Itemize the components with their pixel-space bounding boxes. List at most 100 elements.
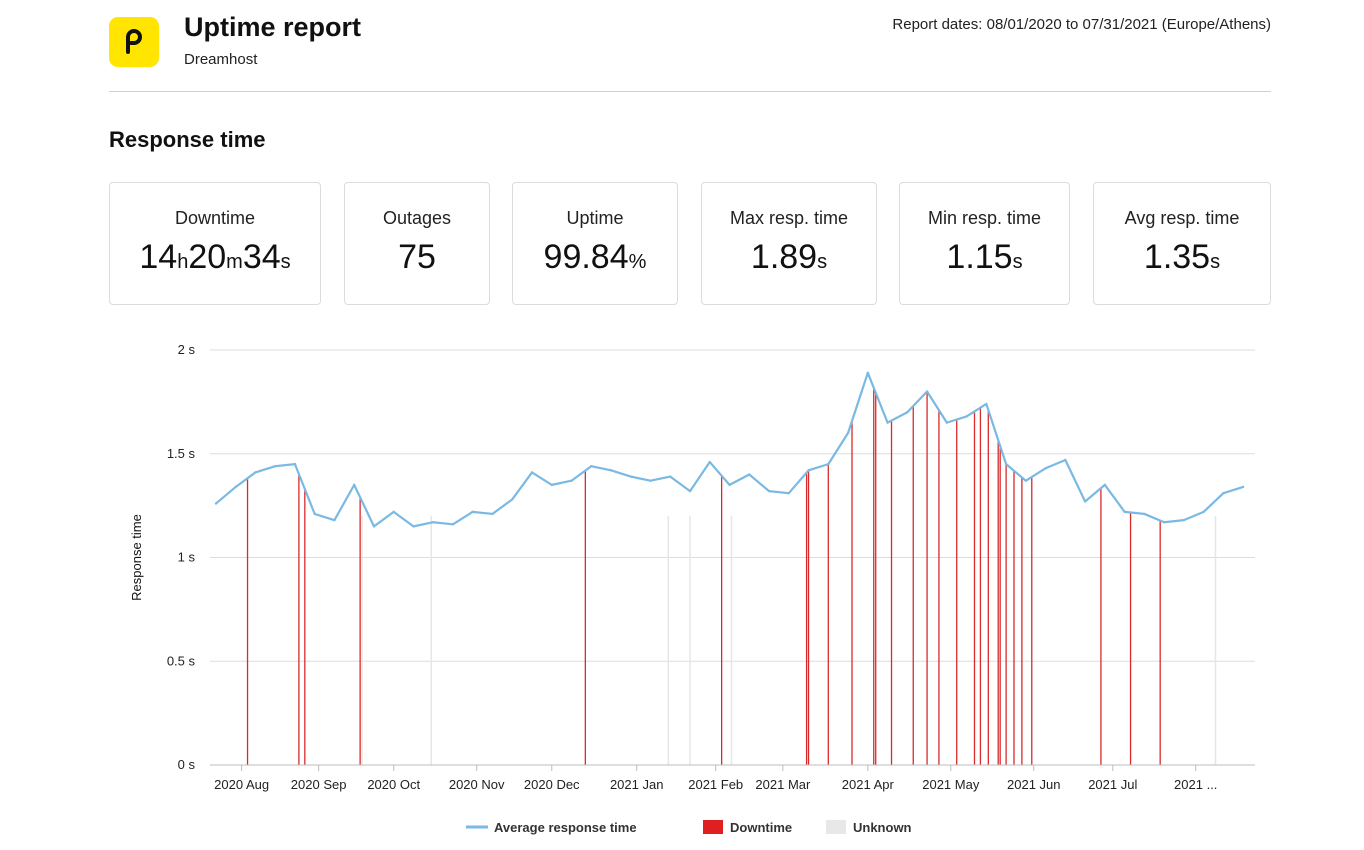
stat-value: 1.89s bbox=[750, 238, 828, 276]
data-point bbox=[550, 483, 553, 487]
stat-card-min-resp: Min resp. time 1.15s bbox=[899, 182, 1070, 305]
x-tick-label: 2021 Jul bbox=[1088, 777, 1137, 792]
data-point bbox=[1182, 518, 1186, 522]
data-point bbox=[787, 491, 790, 495]
data-point bbox=[1123, 510, 1126, 514]
x-tick-label: 2021 ... bbox=[1174, 777, 1217, 792]
legend-swatch-box bbox=[826, 820, 846, 834]
y-tick-label: 1 s bbox=[178, 550, 196, 565]
stat-label: Max resp. time bbox=[729, 208, 849, 228]
data-point bbox=[866, 371, 870, 375]
legend-swatch-box bbox=[703, 820, 723, 834]
y-tick-label: 0 s bbox=[178, 757, 196, 772]
y-tick-label: 2 s bbox=[178, 342, 196, 357]
data-point bbox=[491, 512, 494, 516]
data-point bbox=[708, 460, 711, 464]
data-point bbox=[1103, 483, 1107, 487]
data-point bbox=[1162, 521, 1166, 524]
data-point bbox=[313, 512, 316, 516]
stat-value: 14h20m34s bbox=[139, 238, 291, 276]
section-title: Response time bbox=[109, 127, 266, 152]
data-point bbox=[965, 415, 968, 418]
x-tick-label: 2020 Aug bbox=[214, 777, 269, 792]
data-point bbox=[471, 510, 474, 514]
stat-label: Avg resp. time bbox=[1124, 208, 1240, 228]
stat-label: Min resp. time bbox=[927, 208, 1042, 228]
data-point bbox=[254, 471, 257, 474]
data-point bbox=[1004, 462, 1008, 466]
data-point bbox=[412, 525, 415, 528]
data-point bbox=[925, 390, 929, 393]
data-point bbox=[353, 483, 356, 487]
data-point bbox=[570, 479, 573, 482]
x-tick-label: 2020 Sep bbox=[291, 777, 347, 792]
data-point bbox=[1143, 512, 1146, 516]
data-point bbox=[511, 498, 514, 501]
legend-label: Unknown bbox=[853, 820, 912, 835]
data-point bbox=[846, 431, 850, 435]
data-point bbox=[590, 465, 593, 468]
x-tick-label: 2021 Feb bbox=[688, 777, 743, 792]
data-point bbox=[234, 485, 237, 489]
data-point bbox=[906, 411, 909, 414]
stat-label: Uptime bbox=[566, 208, 624, 228]
data-point bbox=[530, 471, 534, 474]
app-logo bbox=[109, 17, 159, 67]
data-point bbox=[273, 465, 277, 468]
y-axis-label: Response time bbox=[129, 514, 144, 601]
x-tick-label: 2020 Nov bbox=[449, 777, 505, 792]
data-point bbox=[214, 502, 218, 505]
report-dates: Report dates: 08/01/2020 to 07/31/2021 (… bbox=[892, 16, 1271, 33]
report-subtitle: Dreamhost bbox=[184, 51, 258, 68]
x-tick-label: 2021 Jan bbox=[610, 777, 664, 792]
data-point bbox=[1241, 485, 1245, 489]
stat-card-outages: Outages 75 bbox=[344, 182, 490, 305]
stat-card-max-resp: Max resp. time 1.89s bbox=[701, 182, 877, 305]
stat-value: 75 bbox=[398, 238, 436, 276]
x-tick-label: 2021 May bbox=[922, 777, 980, 792]
data-point bbox=[1044, 467, 1047, 470]
y-tick-label: 1.5 s bbox=[167, 446, 196, 461]
x-tick-label: 2021 Jun bbox=[1007, 777, 1061, 792]
legend-label: Downtime bbox=[730, 820, 792, 835]
x-tick-label: 2021 Mar bbox=[755, 777, 811, 792]
data-point bbox=[333, 518, 336, 522]
stat-value: 1.15s bbox=[946, 238, 1023, 276]
logo-p-icon bbox=[126, 29, 142, 54]
data-point bbox=[451, 523, 455, 526]
data-point bbox=[1222, 491, 1225, 495]
data-point bbox=[392, 510, 395, 514]
data-point bbox=[886, 421, 889, 424]
average-response-line bbox=[215, 371, 1244, 528]
header-divider bbox=[109, 91, 1271, 92]
x-tick-label: 2020 Oct bbox=[367, 777, 420, 792]
data-point bbox=[293, 462, 297, 466]
data-point bbox=[1024, 479, 1028, 482]
x-tick-label: 2021 Apr bbox=[842, 777, 895, 792]
x-tick-label: 2020 Dec bbox=[524, 777, 580, 792]
data-point bbox=[1083, 500, 1087, 503]
response-time-chart: 0 s 0.5 s 1 s 1.5 s 2 s Response time 2020 Aug… bbox=[129, 342, 1255, 835]
data-point bbox=[827, 462, 830, 466]
data-point bbox=[372, 525, 376, 528]
data-point bbox=[807, 469, 810, 472]
data-point bbox=[728, 483, 731, 487]
data-point bbox=[688, 489, 692, 493]
data-point bbox=[985, 402, 988, 406]
data-point bbox=[629, 475, 632, 478]
report-title: Uptime report bbox=[184, 12, 362, 42]
stat-label: Downtime bbox=[174, 208, 256, 228]
data-point bbox=[669, 475, 672, 478]
stat-card-downtime: Downtime 14h20m34s bbox=[109, 182, 321, 305]
data-point bbox=[767, 489, 771, 493]
stat-value: 1.35s bbox=[1143, 238, 1221, 276]
data-point bbox=[432, 521, 435, 524]
stat-card-uptime: Uptime 99.84% bbox=[512, 182, 678, 305]
legend-label: Average response time bbox=[494, 820, 637, 835]
data-point bbox=[609, 469, 613, 472]
stat-label: Outages bbox=[382, 208, 452, 228]
stat-card-avg-resp: Avg resp. time 1.35s bbox=[1093, 182, 1271, 305]
data-point bbox=[945, 421, 949, 424]
stat-value: 99.84% bbox=[543, 238, 647, 276]
data-point bbox=[1064, 458, 1067, 462]
